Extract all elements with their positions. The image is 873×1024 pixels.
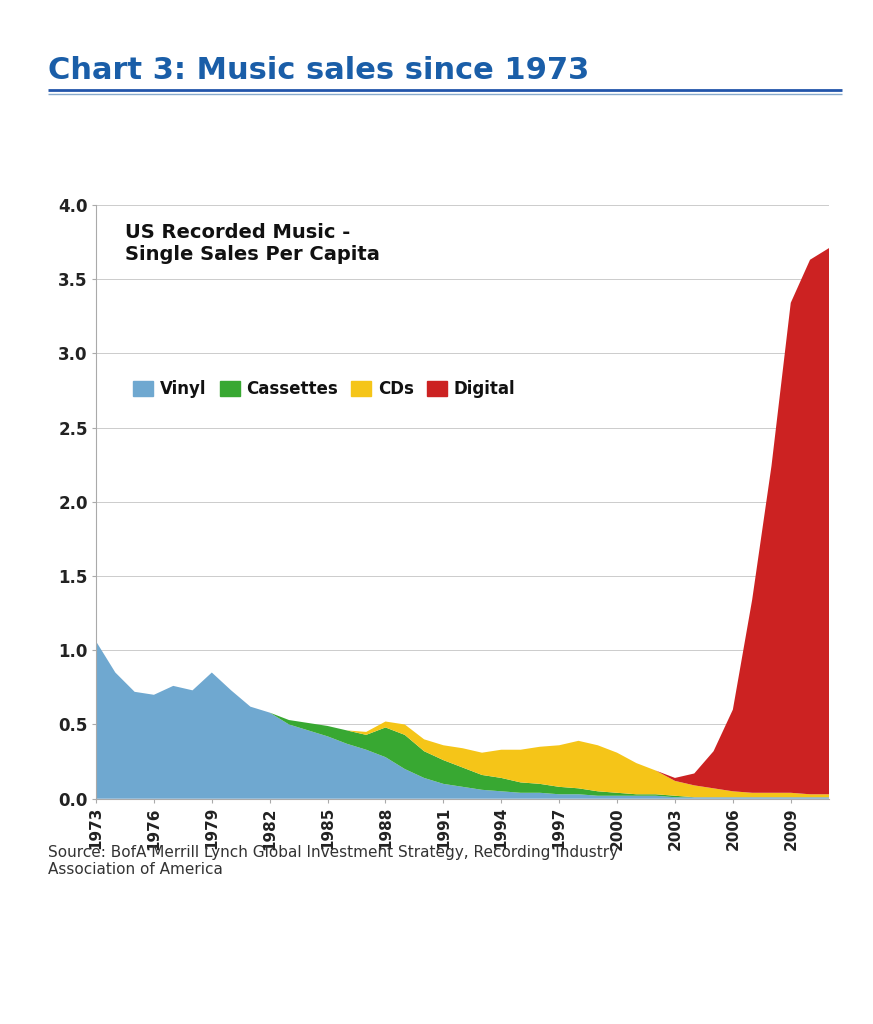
Text: US Recorded Music -
Single Sales Per Capita: US Recorded Music - Single Sales Per Cap… — [126, 222, 381, 263]
Text: Chart 3: Music sales since 1973: Chart 3: Music sales since 1973 — [48, 56, 589, 85]
Legend: Vinyl, Cassettes, CDs, Digital: Vinyl, Cassettes, CDs, Digital — [127, 374, 522, 404]
Text: Source: BofA Merrill Lynch Global Investment Strategy, Recording Industry
Associ: Source: BofA Merrill Lynch Global Invest… — [48, 845, 618, 878]
